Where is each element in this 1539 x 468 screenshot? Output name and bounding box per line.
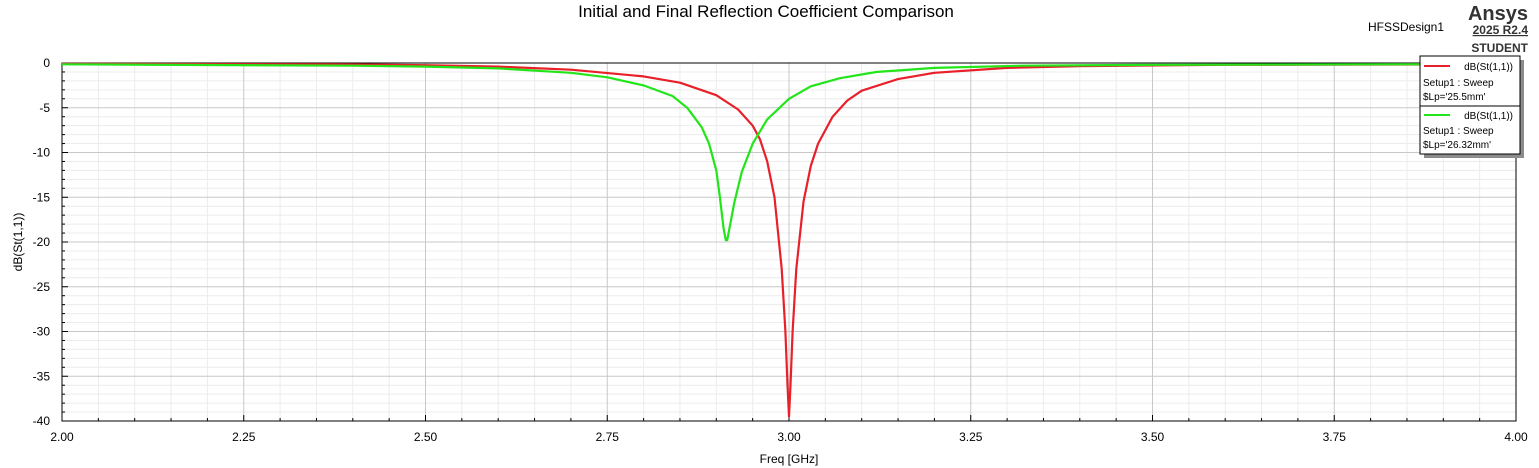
x-tick-label: 3.25 — [959, 430, 983, 444]
y-axis-label: dB(St(1,1)) — [11, 213, 25, 272]
legend-series-2-name: dB(St(1,1)) — [1464, 111, 1513, 122]
legend-series-1-param: $Lp='25.5mm' — [1423, 92, 1486, 103]
legend-series-2-setup: Setup1 : Sweep — [1423, 126, 1494, 137]
edition-label: STUDENT — [1471, 41, 1528, 55]
series-line-2 — [61, 63, 1517, 242]
x-tick-labels: 2.00 2.25 2.50 2.75 3.00 3.25 3.50 3.75 … — [50, 430, 1528, 444]
y-tick-label: -20 — [33, 235, 51, 249]
legend-box — [1419, 55, 1521, 155]
legend-series-1-setup: Setup1 : Sweep — [1423, 78, 1494, 89]
x-tick-label: 2.75 — [596, 430, 620, 444]
y-tick-label: -25 — [33, 280, 51, 294]
design-name: HFSSDesign1 — [1368, 20, 1444, 34]
x-tick-label: 3.00 — [777, 430, 801, 444]
x-tick-label: 3.75 — [1323, 430, 1347, 444]
y-tick-label: -5 — [39, 101, 50, 115]
y-tick-label: -15 — [33, 190, 51, 204]
y-tick-label: -30 — [33, 325, 51, 339]
y-tick-labels: 0 -5 -10 -15 -20 -25 -30 -35 -40 — [33, 56, 51, 428]
x-axis-label: Freq [GHz] — [760, 452, 819, 466]
series-line-1 — [61, 62, 1517, 418]
y-tick-label: -40 — [33, 414, 51, 428]
y-tick-label: 0 — [43, 56, 50, 70]
legend-series-2-param: $Lp='26.32mm' — [1423, 140, 1491, 151]
x-tick-label: 2.50 — [414, 430, 438, 444]
series-layer — [61, 62, 1517, 418]
y-tick-label: -35 — [33, 369, 51, 383]
chart-title: Initial and Final Reflection Coefficient… — [578, 2, 954, 21]
legend[interactable]: dB(St(1,1)) Setup1 : Sweep $Lp='25.5mm' … — [1419, 55, 1524, 158]
x-tick-label: 2.00 — [50, 430, 74, 444]
version-label: 2025 R2.4 — [1473, 23, 1529, 37]
y-tick-label: -10 — [33, 146, 51, 160]
legend-series-1-name: dB(St(1,1)) — [1464, 62, 1513, 73]
x-tick-label: 3.50 — [1141, 430, 1165, 444]
plot-border — [61, 62, 1517, 422]
x-tick-label: 4.00 — [1504, 430, 1528, 444]
x-tick-label: 2.25 — [232, 430, 256, 444]
brand-logo: Ansys — [1468, 3, 1528, 25]
